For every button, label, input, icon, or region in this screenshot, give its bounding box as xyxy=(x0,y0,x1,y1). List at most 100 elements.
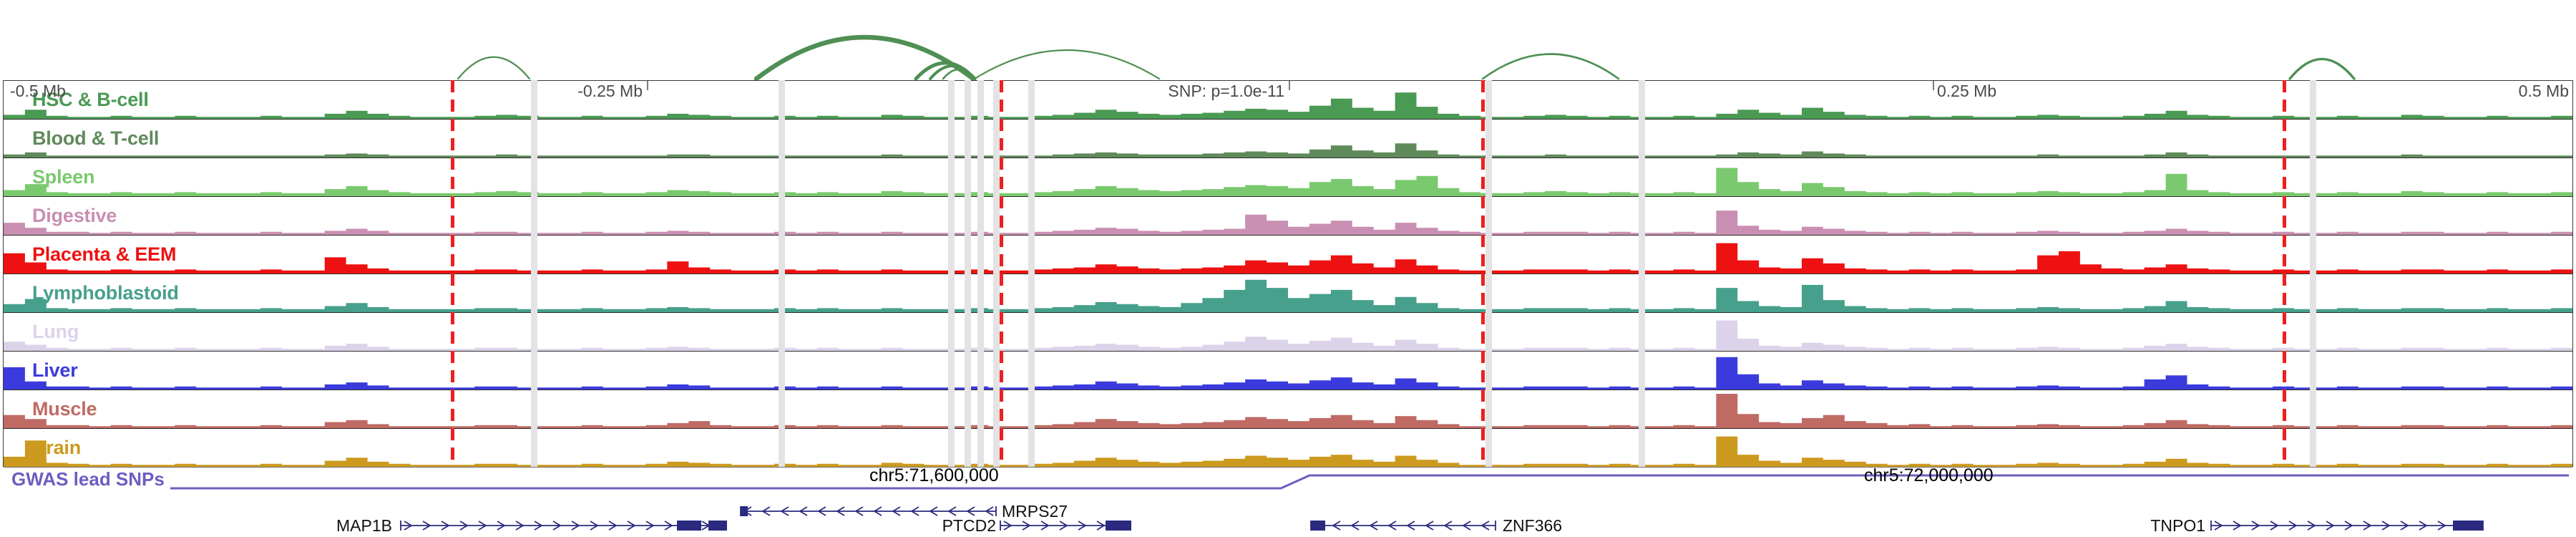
interaction-arc xyxy=(2288,57,2356,80)
gene-strand-arrow xyxy=(515,521,525,531)
gene-name-mrps27[interactable]: MRPS27 xyxy=(1002,502,1068,521)
gene-strand-arrow xyxy=(910,506,919,516)
chromatin-interaction-arc-panel xyxy=(0,0,2576,80)
signal-waveform xyxy=(4,243,2572,274)
signal-area xyxy=(4,320,2572,351)
gene-strand-arrow xyxy=(2437,521,2446,531)
signal-waveform xyxy=(4,143,2572,158)
gene-strand-arrow xyxy=(1387,521,1397,531)
gene-name-map1b[interactable]: MAP1B xyxy=(336,516,392,535)
gene-strand-arrow xyxy=(1443,521,1453,531)
gene-strand-arrow xyxy=(2251,521,2260,531)
gene-strand-arrow xyxy=(929,506,938,516)
signal-area xyxy=(4,92,2572,119)
gene-strand-arrow xyxy=(2214,521,2223,531)
gene-strand-arrow xyxy=(2419,521,2428,531)
gene-strand-arrow xyxy=(2363,521,2372,531)
interaction-arc xyxy=(973,49,1161,80)
signal-waveform xyxy=(4,168,2572,196)
gene-name-tnpo1[interactable]: TNPO1 xyxy=(2150,516,2205,535)
gene-strand-arrow xyxy=(645,521,655,531)
gwas-connector-svg xyxy=(170,474,2569,490)
gene-model-svg: MAP1B MRPS27 PTCD2 ZNF366 TNPO1 xyxy=(336,502,2484,535)
gene-name-ptcd2[interactable]: PTCD2 xyxy=(942,516,996,535)
gene-strand-arrow xyxy=(441,521,450,531)
gene-exon-block xyxy=(1106,521,1131,531)
signal-track-row[interactable]: Placenta & EEM xyxy=(4,236,2572,274)
gene-strand-arrow xyxy=(2233,521,2242,531)
gene-strand-arrow xyxy=(1040,521,1050,531)
gene-strand-arrow xyxy=(892,506,901,516)
gene-exon-block xyxy=(708,521,727,531)
signal-track-row[interactable]: Brain xyxy=(4,429,2572,468)
gene-strand-arrow xyxy=(664,521,673,531)
signal-track-row[interactable]: Digestive xyxy=(4,197,2572,236)
gene-strand-arrow xyxy=(627,521,636,531)
gene-strand-arrow xyxy=(873,506,882,516)
gene-name-znf366[interactable]: ZNF366 xyxy=(1503,516,1562,535)
gene-strand-arrow xyxy=(2288,521,2298,531)
signal-area xyxy=(4,357,2572,390)
genomic-coordinate-label: chr5:72,000,000 xyxy=(1864,465,1994,485)
signal-waveform xyxy=(4,211,2572,235)
interaction-arc xyxy=(942,68,976,80)
gene-strand-arrow xyxy=(1096,521,1106,531)
signal-track-row[interactable]: Spleen xyxy=(4,158,2572,197)
gene-strand-arrow xyxy=(571,521,580,531)
gene-strand-arrow xyxy=(1078,521,1087,531)
signal-track-row[interactable]: Blood & T-cell xyxy=(4,120,2572,158)
signal-area xyxy=(4,279,2572,312)
interaction-arc xyxy=(1481,53,1620,80)
gene-strand-arrow xyxy=(2307,521,2316,531)
gwas-lead-snp-row: GWAS lead SNPs chr5:71,600,000 chr5:72,00… xyxy=(0,465,2576,500)
gene-strand-arrow xyxy=(552,521,562,531)
gene-strand-arrow xyxy=(1369,521,1378,531)
gene-strand-arrow xyxy=(590,521,599,531)
gene-strand-arrow xyxy=(780,506,789,516)
gene-strand-arrow xyxy=(1332,521,1341,531)
gene-strand-arrow xyxy=(459,521,469,531)
signal-waveform xyxy=(4,320,2572,351)
gene-exon-block xyxy=(677,521,701,531)
signal-waveform xyxy=(4,436,2572,467)
gene-strand-arrow xyxy=(1022,521,1031,531)
gene-strand-arrow xyxy=(2400,521,2409,531)
gwas-lead-snps-label: GWAS lead SNPs xyxy=(11,468,165,490)
gene-strand-arrow xyxy=(966,506,975,516)
signal-waveform xyxy=(4,394,2572,428)
signal-area xyxy=(4,211,2572,235)
gene-strand-arrow xyxy=(2344,521,2353,531)
gene-strand-arrow xyxy=(2381,521,2391,531)
gene-strand-arrow xyxy=(817,506,826,516)
gene-strand-arrow xyxy=(497,521,506,531)
signal-area xyxy=(4,168,2572,196)
signal-track-row[interactable]: Muscle xyxy=(4,390,2572,429)
gene-strand-arrow xyxy=(2270,521,2279,531)
gene-strand-arrow xyxy=(947,506,957,516)
signal-area xyxy=(4,143,2572,158)
signal-track-row[interactable]: Lymphoblastoid xyxy=(4,274,2572,313)
signal-waveform xyxy=(4,357,2572,390)
gene-strand-arrow xyxy=(608,521,618,531)
signal-area xyxy=(4,394,2572,428)
gene-strand-arrow xyxy=(478,521,487,531)
signal-waveform xyxy=(4,279,2572,312)
gene-strand-arrow xyxy=(1462,521,1471,531)
gene-exon-block xyxy=(1311,521,1325,531)
gene-strand-arrow xyxy=(2326,521,2335,531)
gwas-connector-line xyxy=(170,474,2569,490)
gene-strand-arrow xyxy=(1003,521,1013,531)
gene-strand-arrow xyxy=(854,506,864,516)
genomic-coordinate-label: chr5:71,600,000 xyxy=(869,465,999,485)
gene-strand-arrow xyxy=(836,506,845,516)
signal-track-row[interactable]: Lung xyxy=(4,313,2572,352)
gene-strand-arrow xyxy=(422,521,431,531)
gene-strand-arrow xyxy=(1406,521,1415,531)
signal-track-row[interactable]: HSC & B-cell xyxy=(4,81,2572,120)
gene-strand-arrow xyxy=(534,521,543,531)
interaction-arc xyxy=(753,34,976,80)
signal-track-row[interactable]: Liver xyxy=(4,352,2572,390)
gene-strand-arrow xyxy=(404,521,413,531)
gene-strand-arrow xyxy=(799,506,808,516)
arc-svg xyxy=(457,34,2356,80)
